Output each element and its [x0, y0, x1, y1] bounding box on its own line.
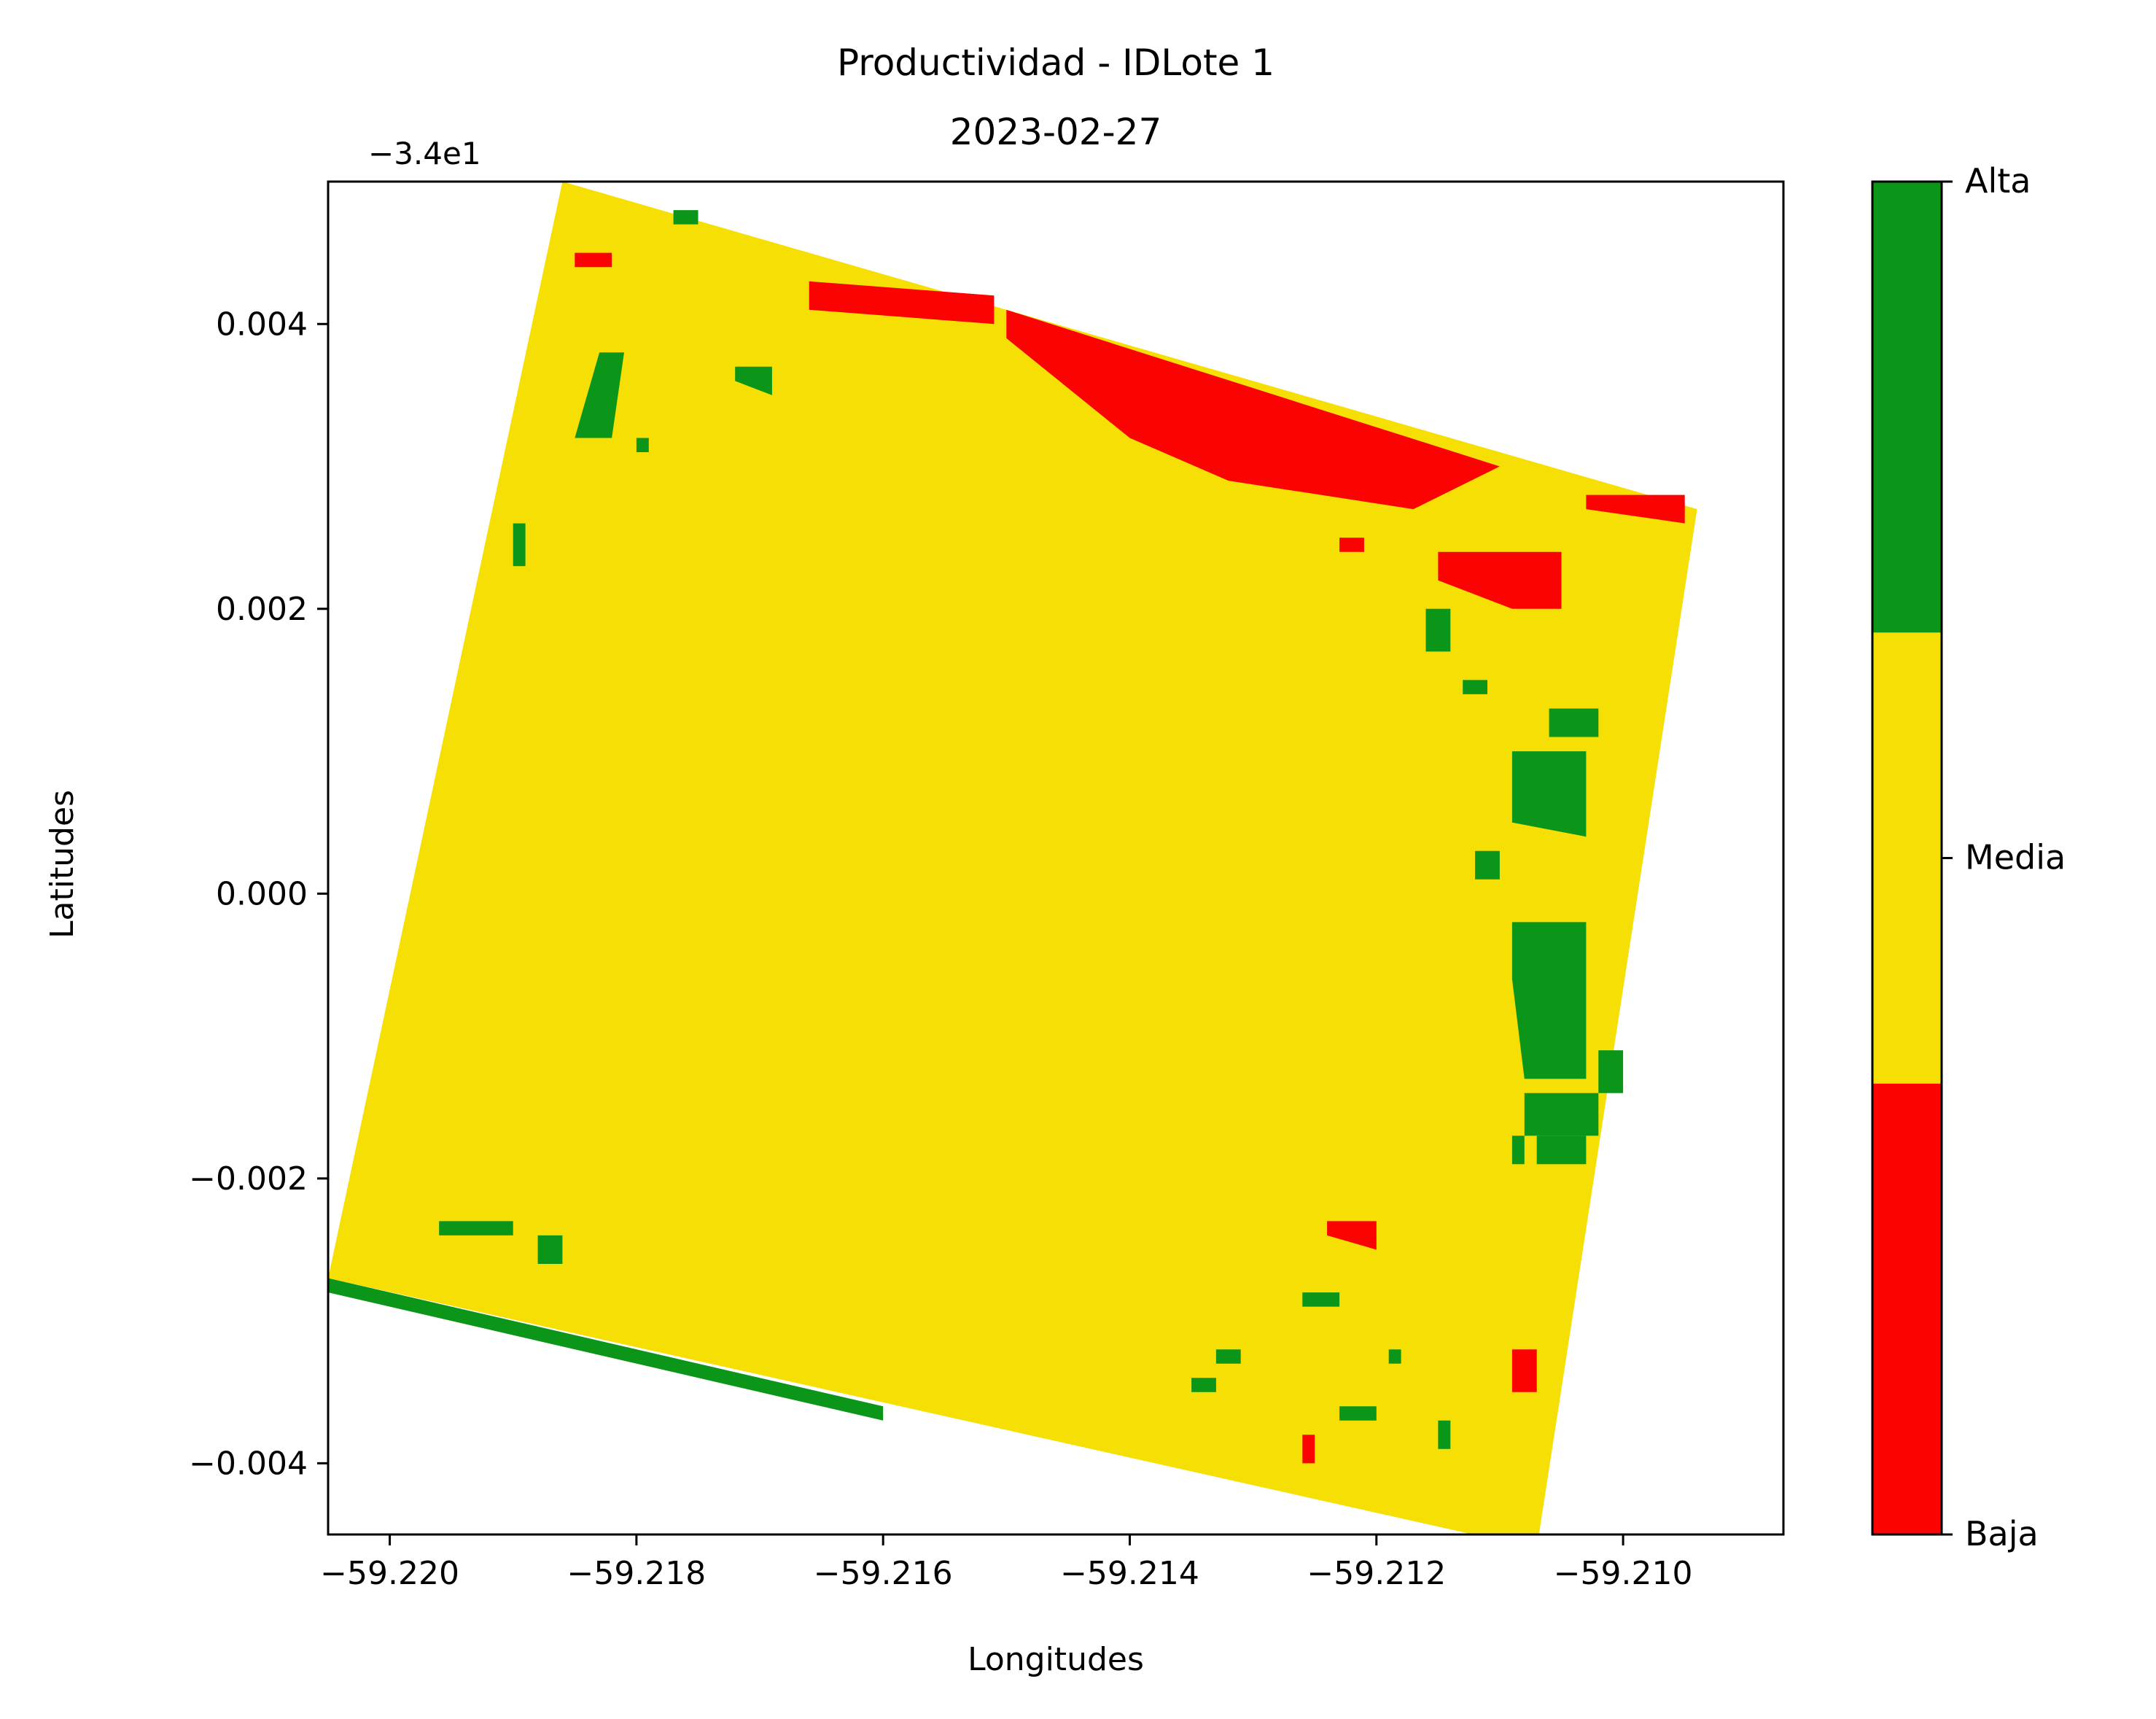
colorbar-swatch-alta: [1872, 182, 1942, 633]
y-axis-label: Latitudes: [44, 790, 81, 939]
colorbar-tick-label: Media: [1965, 838, 2066, 877]
region-alta-25: [1339, 1406, 1377, 1421]
region-alta-24: [1302, 1292, 1340, 1307]
region-alta-22: [1598, 1050, 1624, 1093]
region-alta-26: [1215, 1349, 1241, 1364]
colorbar-swatch-baja: [1872, 1083, 1942, 1534]
x-axis-ticks: −59.220 −59.218 −59.216 −59.214 −59.212 −59.2…: [320, 1534, 1693, 1592]
region-alta-15: [513, 523, 526, 567]
region-alta-28: [1438, 1420, 1451, 1449]
region-baja-5: [1339, 538, 1364, 552]
region-alta-18: [1425, 608, 1451, 652]
colorbar: Alta Media Baja: [1871, 161, 2066, 1553]
y-tick-label: −0.002: [189, 1160, 308, 1198]
colorbar-swatch-media: [1872, 632, 1942, 1084]
region-alta-10: [1511, 751, 1587, 837]
region-baja-3: [1438, 551, 1562, 609]
colorbar-tick-label: Baja: [1965, 1514, 2039, 1553]
y-tick-label: 0.000: [216, 875, 308, 912]
y-tick-label: −0.004: [189, 1445, 308, 1482]
region-alta-31: [537, 1235, 563, 1264]
y-axis-ticks: 0.004 0.002 0.000 −0.002 −0.004: [189, 306, 328, 1482]
region-baja-0: [809, 281, 995, 325]
region-alta-16: [636, 438, 649, 452]
x-tick-label: −59.210: [1554, 1555, 1693, 1592]
x-tick-label: −59.220: [320, 1555, 459, 1592]
region-alta-23: [1511, 1136, 1525, 1165]
region-baja-8: [1302, 1435, 1315, 1464]
x-tick-label: −59.214: [1060, 1555, 1199, 1592]
field-media-area: [328, 182, 1697, 1534]
region-alta-29: [1388, 1349, 1401, 1364]
x-tick-label: −59.212: [1307, 1555, 1446, 1592]
region-baja-7: [1511, 1349, 1537, 1392]
region-alta-20: [1475, 850, 1500, 880]
colorbar-tick-label: Alta: [1965, 161, 2031, 201]
region-alta-14: [735, 366, 772, 395]
region-baja-1: [1006, 309, 1500, 510]
y-tick-label: 0.002: [216, 591, 308, 628]
region-baja-6: [1327, 1221, 1377, 1250]
region-baja-2: [1586, 494, 1685, 524]
chart-subtitle: 2023-02-27: [950, 111, 1162, 153]
chart-title: Productividad - IDLote 1: [837, 42, 1274, 84]
x-tick-label: −59.218: [567, 1555, 706, 1592]
region-alta-9: [1511, 922, 1587, 1079]
x-axis-label: Longitudes: [968, 1641, 1144, 1678]
region-alta-13: [575, 352, 624, 438]
y-offset-label: −3.4e1: [368, 136, 481, 171]
y-tick-label: 0.004: [216, 306, 308, 343]
plot-frame: [327, 180, 1785, 1536]
field-regions: [328, 182, 1697, 1534]
region-alta-11: [1549, 708, 1599, 737]
region-alta-12: [1524, 1093, 1599, 1136]
region-baja-4: [575, 252, 612, 268]
region-alta-32: [328, 1278, 884, 1421]
region-alta-30: [439, 1221, 513, 1235]
region-alta-21: [1536, 1136, 1587, 1165]
region-alta-27: [1191, 1378, 1216, 1392]
region-alta-19: [1463, 680, 1487, 694]
region-alta-17: [673, 210, 698, 225]
x-tick-label: −59.216: [814, 1555, 953, 1592]
